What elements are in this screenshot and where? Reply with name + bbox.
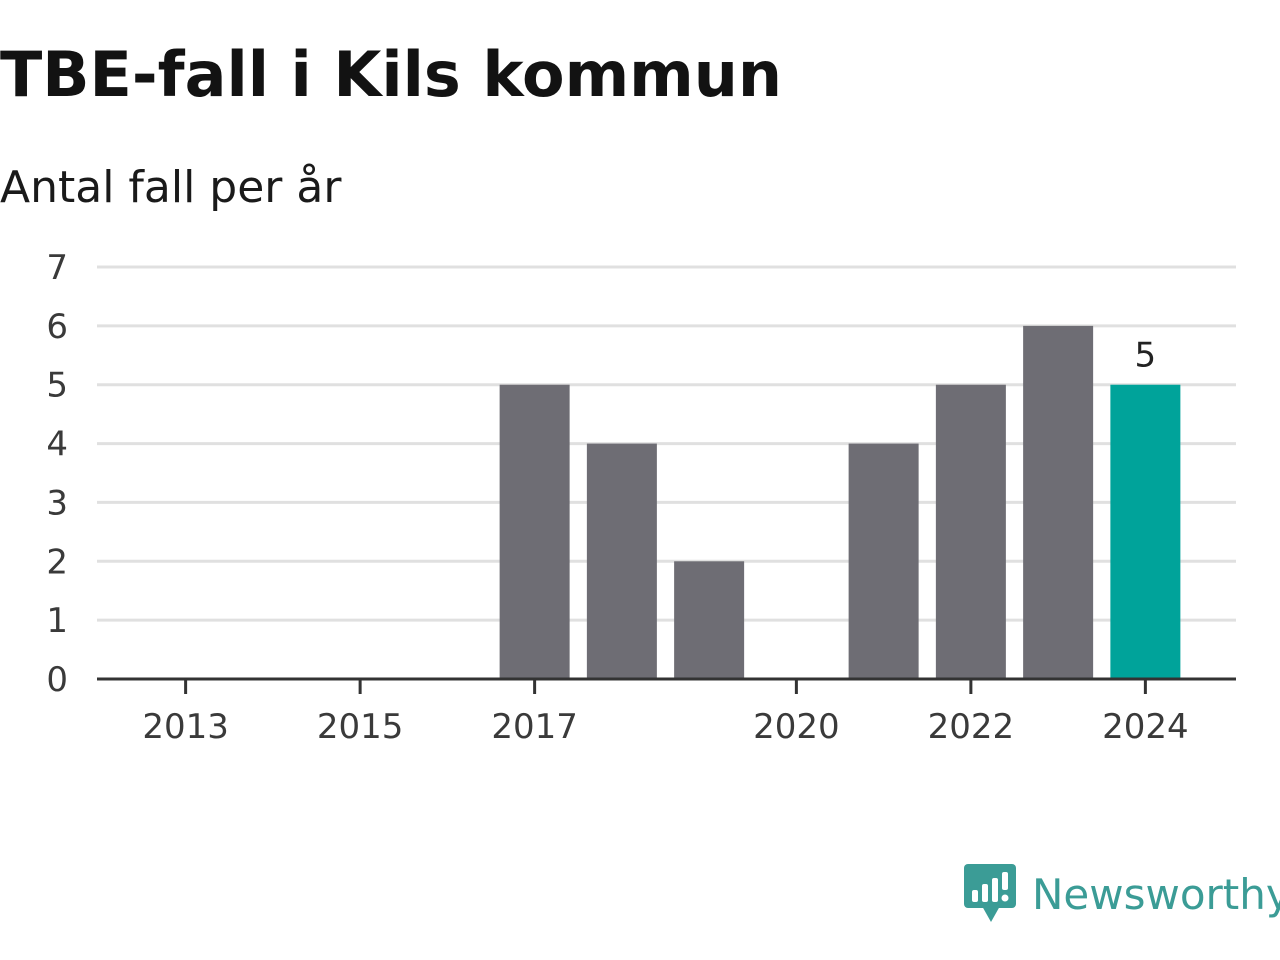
axes — [97, 677, 1236, 694]
bar-2023 — [1023, 325, 1094, 679]
chart-subtitle: Antal fall per år — [0, 162, 342, 213]
bar-2022 — [935, 384, 1006, 679]
x-tick-label-2017: 2017 — [491, 707, 578, 747]
bar-2018 — [586, 443, 657, 679]
data-label-2024: 5 — [1135, 336, 1157, 376]
y-tick-label-3: 3 — [46, 483, 68, 523]
bars — [499, 325, 1181, 679]
x-tick-label-2024: 2024 — [1102, 707, 1189, 747]
bar-2019 — [674, 561, 745, 679]
x-tick-label-2022: 2022 — [928, 707, 1015, 747]
y-tick-label-1: 1 — [46, 601, 68, 641]
y-tick-label-0: 0 — [46, 660, 68, 700]
x-tick-label-2020: 2020 — [753, 707, 840, 747]
y-tick-label-4: 4 — [46, 425, 68, 465]
y-tick-label-5: 5 — [46, 366, 68, 406]
bar-chart: 0 1 2 3 4 5 6 7 2013 2015 2017 2020 2022 2024 5 — [46, 248, 1236, 747]
chart-title: TBE-fall i Kils kommun — [0, 38, 783, 111]
bar-2021 — [848, 443, 919, 679]
x-tick-label-2015: 2015 — [317, 707, 404, 747]
bar-2024 — [1110, 384, 1181, 679]
x-tick-label-2013: 2013 — [142, 707, 229, 747]
bar-2017 — [499, 384, 570, 679]
y-tick-label-2: 2 — [46, 542, 68, 582]
y-tick-label-7: 7 — [46, 248, 68, 288]
y-tick-label-6: 6 — [46, 307, 68, 347]
brand-name: Newsworthy — [1032, 870, 1280, 919]
newsworthy-chart-bubble-icon — [964, 864, 1016, 922]
newsworthy-logo: Newsworthy — [964, 864, 1280, 926]
labels: 0 1 2 3 4 5 6 7 2013 2015 2017 2020 2022 2024 5 — [46, 248, 1188, 747]
